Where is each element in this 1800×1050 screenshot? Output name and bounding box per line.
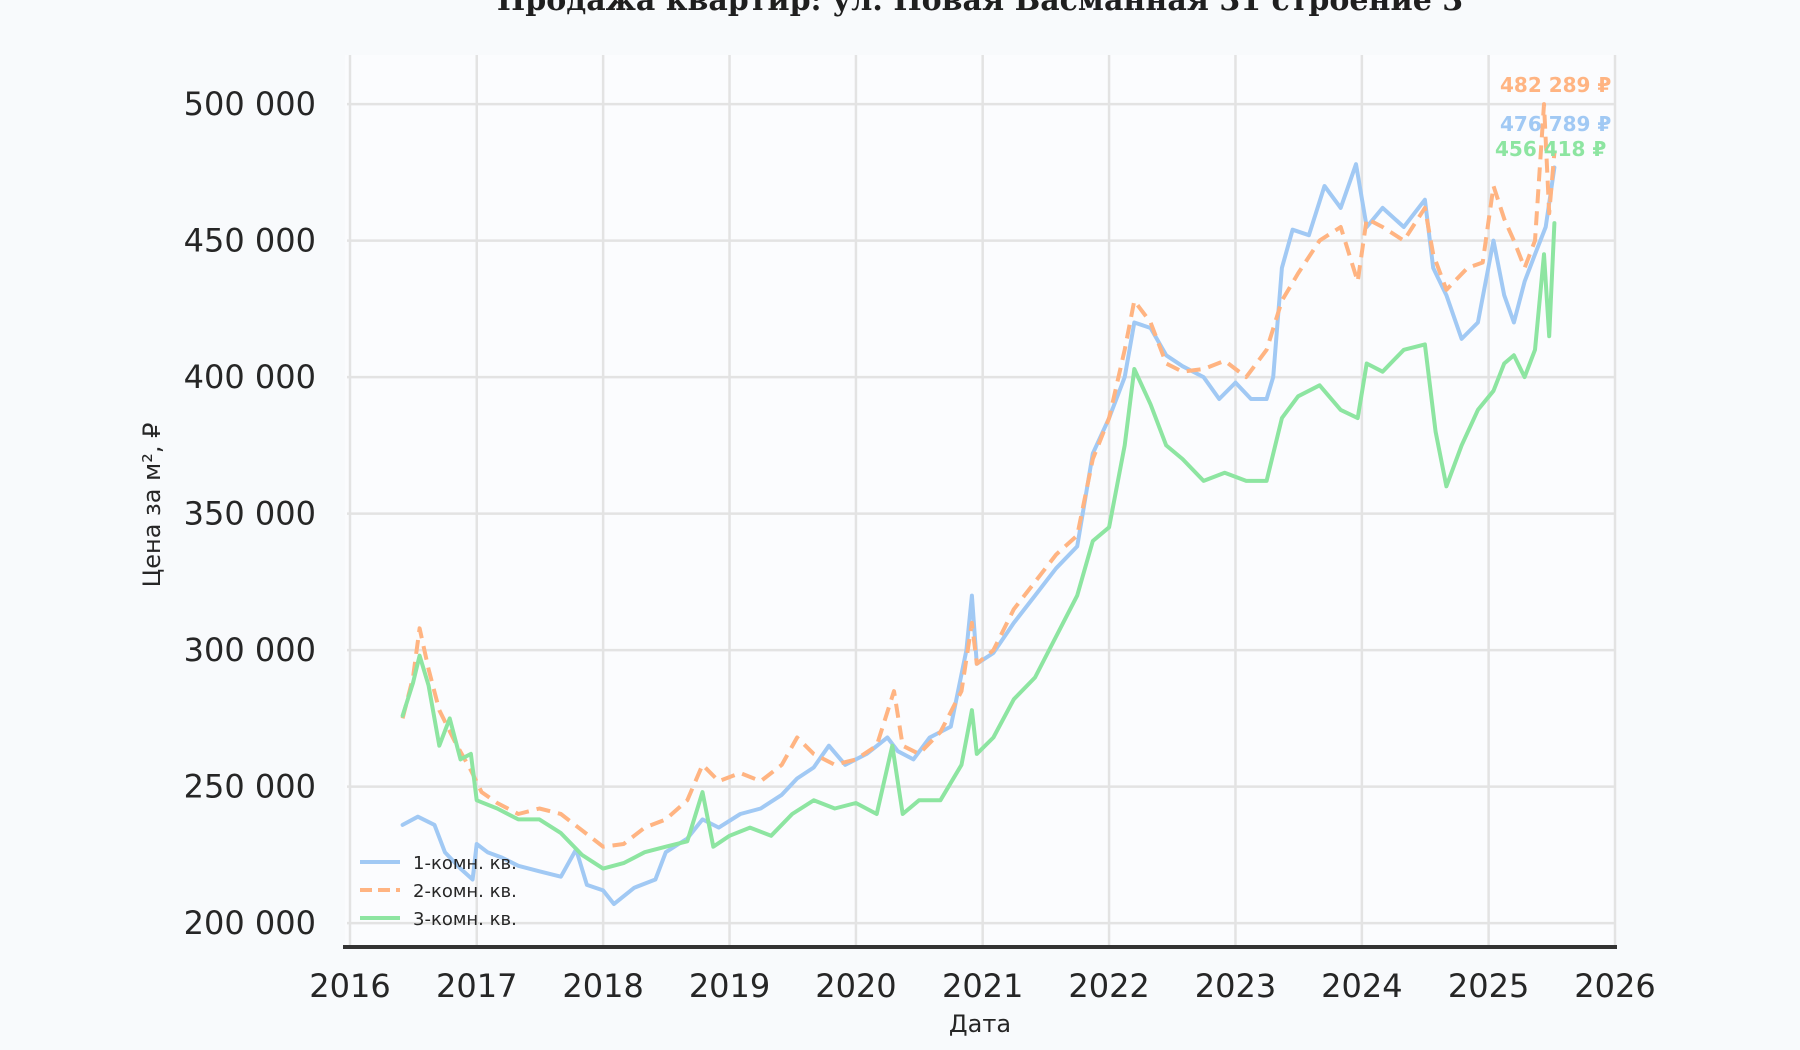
end-value-label: 456 418 ₽ (1495, 137, 1606, 161)
x-tick-label: 2016 (309, 967, 390, 1005)
series-line-2 (400, 102, 1557, 849)
y-tick-label: 450 000 (184, 222, 316, 260)
y-tick-label: 250 000 (184, 768, 316, 806)
x-tick-label: 2026 (1574, 967, 1655, 1005)
y-tick-label: 500 000 (184, 85, 316, 123)
x-tick-label: 2022 (1068, 967, 1149, 1005)
series-lines (400, 102, 1557, 906)
end-value-label: 476 789 ₽ (1500, 112, 1611, 136)
y-tick-label: 350 000 (184, 495, 316, 533)
plot-area (345, 55, 1615, 945)
x-tick-label: 2021 (942, 967, 1023, 1005)
y-tick-labels: 200 000 250 000 300 000 350 000 400 000 450 0… (184, 85, 316, 942)
grid (347, 55, 1617, 945)
end-value-label: 482 289 ₽ (1500, 73, 1611, 97)
legend-label: 3-комн. кв. (413, 909, 517, 930)
x-tick-label: 2020 (815, 967, 896, 1005)
x-tick-label: 2017 (436, 967, 517, 1005)
legend-label: 1-комн. кв. (413, 853, 517, 874)
series-line-3 (400, 221, 1557, 871)
x-tick-label: 2023 (1195, 967, 1276, 1005)
end-labels: 482 289 ₽ 476 789 ₽456 418 ₽ (1495, 73, 1611, 161)
chart-title: Продажа квартир: ул. Новая Басманная 31 … (497, 0, 1463, 18)
legend: 1-комн. кв. 2-комн. кв. 3-комн. кв. (360, 853, 517, 930)
x-tick-labels: 2016 2017 2018 2019 2020 2021 2022 2023 2024 2025… (309, 967, 1655, 1005)
legend-label: 2-комн. кв. (413, 881, 517, 902)
y-tick-label: 200 000 (184, 904, 316, 942)
x-tick-label: 2019 (689, 967, 770, 1005)
y-tick-label: 400 000 (184, 358, 316, 396)
x-tick-label: 2024 (1321, 967, 1402, 1005)
x-tick-label: 2018 (562, 967, 643, 1005)
y-tick-label: 300 000 (184, 631, 316, 669)
x-tick-label: 2025 (1448, 967, 1529, 1005)
y-axis-label: Цена за м², ₽ (138, 423, 166, 588)
x-axis-label: Дата (949, 1010, 1011, 1038)
series-line-1 (400, 162, 1557, 906)
